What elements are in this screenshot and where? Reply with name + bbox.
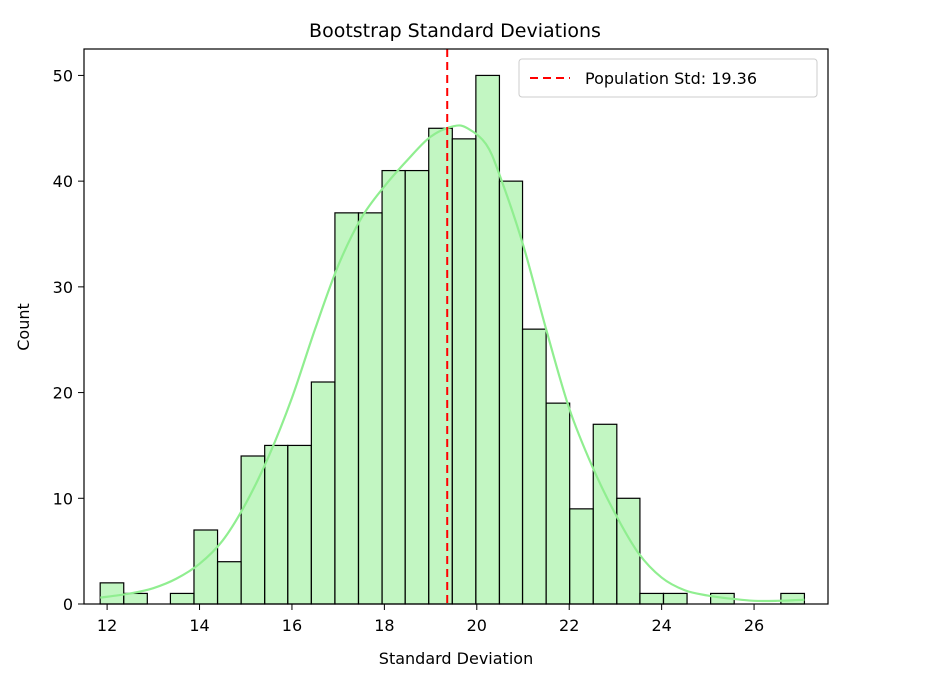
histogram-bar — [639, 592, 665, 605]
chart-title: Bootstrap Standard Deviations — [309, 20, 601, 42]
histogram-bar — [240, 455, 266, 605]
x-tick-label: 22 — [559, 616, 579, 635]
histogram-bar — [451, 138, 477, 605]
y-tick-label: 40 — [53, 172, 73, 191]
x-axis-label: Standard Deviation — [379, 649, 533, 668]
histogram-bar — [545, 402, 571, 605]
y-tick-label: 20 — [53, 384, 73, 403]
histogram-bar — [404, 169, 430, 605]
histogram-bar — [99, 582, 125, 605]
histogram-bar — [662, 592, 688, 605]
kde-group — [100, 124, 805, 603]
y-tick-label: 50 — [53, 66, 73, 85]
histogram-bar — [381, 169, 406, 605]
x-ticks-group: 12 14 16 18 20 22 24 26 — [97, 604, 764, 635]
y-tick-label: 10 — [53, 489, 73, 508]
histogram-bar — [498, 180, 524, 605]
x-tick-label: 14 — [189, 616, 209, 635]
histogram-bar — [287, 444, 312, 605]
histogram-bar — [592, 423, 618, 605]
bars-group — [99, 74, 806, 605]
histogram-bar — [357, 212, 383, 605]
histogram-bar — [569, 508, 594, 605]
x-tick-label: 12 — [97, 616, 117, 635]
legend-entry-label: Population Std: 19.36 — [585, 69, 757, 88]
histogram-bar — [264, 444, 289, 605]
y-tick-label: 0 — [63, 595, 73, 614]
histogram-bar — [310, 381, 336, 605]
legend-box — [518, 58, 818, 98]
histogram-bar — [216, 561, 242, 605]
y-axis-label: Count — [14, 303, 33, 351]
x-tick-label: 26 — [744, 616, 764, 635]
histogram-bar — [334, 212, 360, 605]
legend: Population Std: 19.36 — [518, 58, 818, 98]
y-tick-label: 30 — [53, 278, 73, 297]
histogram-bar — [475, 74, 501, 605]
histogram-bar — [428, 127, 453, 605]
kde-curve — [100, 124, 805, 603]
x-tick-label: 18 — [374, 616, 394, 635]
histogram-bar — [521, 328, 547, 605]
plot-frame — [83, 48, 829, 605]
y-ticks-group: 0 10 20 30 40 50 — [53, 66, 84, 614]
x-tick-label: 24 — [651, 616, 671, 635]
histogram-bar — [780, 592, 806, 605]
histogram-bar — [169, 592, 195, 605]
histogram-bar — [193, 529, 219, 605]
x-tick-label: 20 — [467, 616, 487, 635]
x-tick-label: 16 — [282, 616, 302, 635]
